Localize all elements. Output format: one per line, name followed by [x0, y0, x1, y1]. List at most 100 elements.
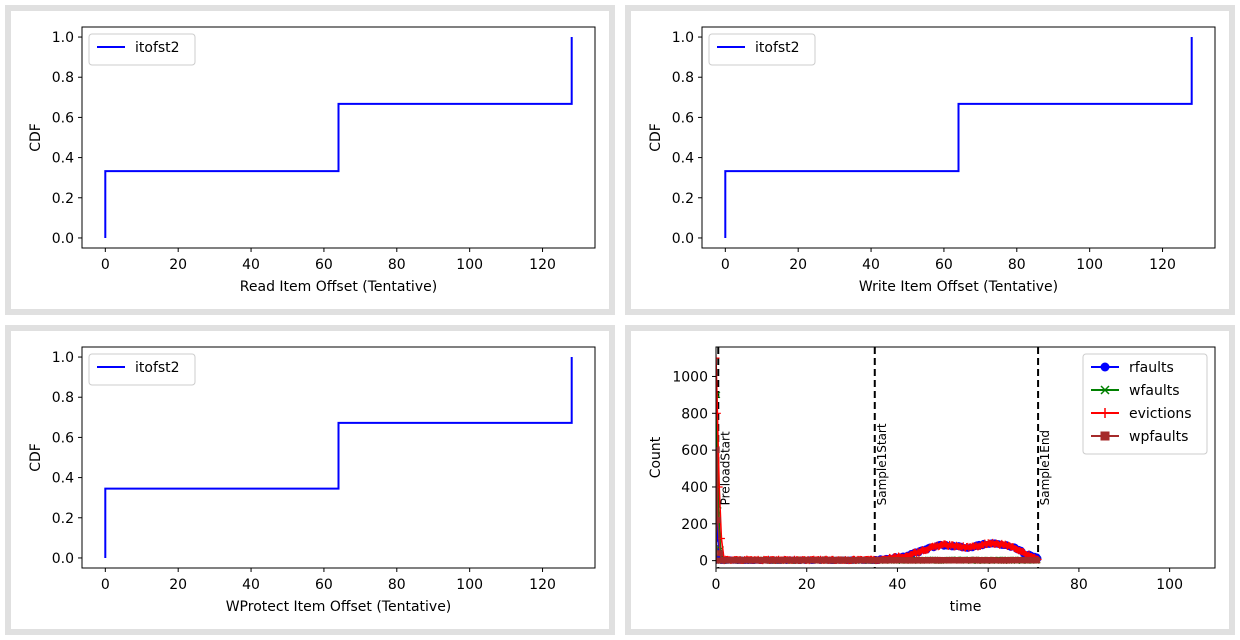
- plot-area: [724, 37, 1193, 238]
- legend-marker: [1100, 431, 1110, 441]
- x-tick-label: 120: [529, 257, 556, 273]
- y-tick-label: 800: [681, 406, 708, 422]
- plot-area: [104, 357, 573, 558]
- series-line: [104, 37, 573, 238]
- x-tick-label: 80: [388, 257, 406, 273]
- x-tick-label: 60: [935, 257, 953, 273]
- y-tick-label: 1.0: [52, 30, 74, 46]
- legend-box: [1082, 353, 1208, 455]
- legend-label: wfaults: [1129, 383, 1180, 399]
- x-tick-label: 100: [456, 577, 483, 593]
- y-axis-label: Count: [648, 436, 664, 478]
- legend-box: [88, 353, 196, 386]
- plot-area: [716, 347, 1042, 568]
- y-tick-label: 1.0: [52, 350, 74, 366]
- x-tick-label: 120: [1149, 257, 1176, 273]
- axes-frame: [81, 26, 596, 249]
- legend-label: itofst2: [755, 40, 800, 56]
- x-tick-label: 60: [315, 257, 333, 273]
- x-tick-label: 60: [979, 577, 997, 593]
- y-tick-label: 0.2: [52, 191, 74, 207]
- panel-top-left: 0 20 40 60 80 100 120 0.0 0.2 0.4 0.6 0.8 1.0 Read It…: [5, 5, 615, 315]
- data-point: [716, 409, 721, 417]
- x-tick-label: 40: [242, 577, 260, 593]
- data-point: [717, 550, 724, 557]
- legend-marker: [1100, 362, 1110, 372]
- legend-label: itofst2: [135, 40, 180, 56]
- x-tick-label: 0: [721, 257, 730, 273]
- y-tick-label: 400: [681, 480, 708, 496]
- y-tick-label: 0.2: [52, 511, 74, 527]
- x-tick-label: 100: [1156, 577, 1183, 593]
- x-tick-label: 120: [529, 577, 556, 593]
- series-line: [104, 357, 573, 558]
- y-tick-label: 0.8: [52, 70, 74, 86]
- y-tick-label: 0.0: [52, 231, 74, 247]
- y-tick-label: 0.2: [672, 191, 694, 207]
- y-tick-label: 0.0: [672, 231, 694, 247]
- series-itofst2: [104, 357, 573, 558]
- legend-label: itofst2: [135, 360, 180, 376]
- x-tick-label: 20: [789, 257, 807, 273]
- panel-top-right: 0 20 40 60 80 100 120 0.0 0.2 0.4 0.6 0.8 1.0 Write I…: [625, 5, 1235, 315]
- series-itofst2: [104, 37, 573, 238]
- y-axis-label: CDF: [648, 123, 664, 152]
- legend: itofst2: [88, 353, 196, 386]
- x-tick-label: 100: [456, 257, 483, 273]
- axes-frame: [701, 26, 1216, 249]
- y-tick-label: 0: [699, 554, 708, 570]
- data-point: [716, 354, 720, 362]
- y-tick-label: 0.4: [52, 151, 74, 167]
- series-wpfaults: [716, 447, 1041, 564]
- panel-bottom-left: 0 20 40 60 80 100 120 0.0 0.2 0.4 0.6 0.8 1.0 WProtec…: [5, 325, 615, 635]
- y-tick-label: 0.0: [52, 551, 74, 567]
- legend-box: [88, 33, 196, 66]
- legend-marker: [1100, 385, 1110, 395]
- y-axis-label: CDF: [28, 443, 44, 472]
- legend-label: wpfaults: [1129, 429, 1188, 445]
- x-tick-label: 40: [889, 577, 907, 593]
- legend: itofst2: [708, 33, 816, 66]
- vline-label: Sample1End: [1038, 430, 1052, 505]
- legend-label: evictions: [1129, 406, 1192, 422]
- y-tick-label: 1.0: [672, 30, 694, 46]
- x-tick-label: 80: [388, 577, 406, 593]
- data-point: [716, 557, 719, 564]
- legend: rfaults wfaults evictions wpfaults: [1082, 353, 1208, 455]
- y-axis-label: CDF: [28, 123, 44, 152]
- legend: itofst2: [88, 33, 196, 66]
- legend-marker: [1100, 408, 1110, 418]
- x-axis-label: WProtect Item Offset (Tentative): [226, 599, 452, 615]
- x-axis-label: time: [950, 599, 982, 615]
- y-tick-label: 0.4: [52, 471, 74, 487]
- y-tick-label: 0.6: [52, 110, 74, 126]
- y-tick-label: 0.6: [672, 110, 694, 126]
- y-tick-label: 0.8: [52, 390, 74, 406]
- x-tick-label: 100: [1076, 257, 1103, 273]
- x-tick-label: 20: [798, 577, 816, 593]
- series-line: [724, 37, 1193, 238]
- x-axis-label: Write Item Offset (Tentative): [859, 279, 1058, 295]
- y-tick-label: 200: [681, 517, 708, 533]
- x-tick-label: 80: [1070, 577, 1088, 593]
- x-tick-label: 0: [101, 257, 110, 273]
- data-point: [1034, 557, 1041, 564]
- axes-frame: [81, 346, 596, 569]
- x-tick-label: 20: [169, 257, 187, 273]
- y-tick-label: 600: [681, 443, 708, 459]
- x-tick-label: 40: [242, 257, 260, 273]
- x-axis-label: Read Item Offset (Tentative): [240, 279, 437, 295]
- x-tick-label: 40: [862, 257, 880, 273]
- data-point: [716, 517, 721, 524]
- x-tick-label: 0: [712, 577, 721, 593]
- y-tick-label: 0.4: [672, 151, 694, 167]
- x-tick-label: 20: [169, 577, 187, 593]
- vline-label: PreloadStart: [718, 431, 732, 505]
- y-tick-label: 1000: [672, 369, 708, 385]
- vline-label: Sample1Start: [875, 423, 889, 505]
- data-point: [716, 447, 720, 454]
- legend-label: rfaults: [1129, 360, 1174, 376]
- y-tick-label: 0.6: [52, 430, 74, 446]
- axes-frame: [715, 346, 1216, 569]
